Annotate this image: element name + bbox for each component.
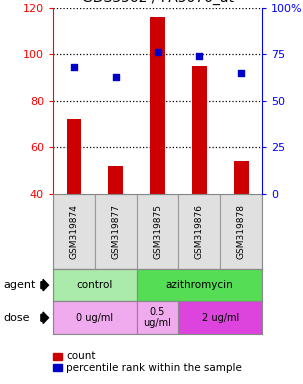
Bar xyxy=(53,269,137,301)
Bar xyxy=(150,17,165,194)
Text: GSM319874: GSM319874 xyxy=(69,204,78,259)
Bar xyxy=(178,301,262,334)
Point xyxy=(113,73,118,79)
Text: count: count xyxy=(66,351,95,361)
Bar xyxy=(137,301,178,334)
Bar xyxy=(178,194,220,269)
Bar xyxy=(220,194,262,269)
Text: GSM319876: GSM319876 xyxy=(195,204,204,259)
Bar xyxy=(192,66,207,194)
Text: GSM319877: GSM319877 xyxy=(111,204,120,259)
Point xyxy=(72,64,76,70)
Text: control: control xyxy=(77,280,113,290)
Text: dose: dose xyxy=(3,313,29,323)
Title: GDS3562 / PA5076_at: GDS3562 / PA5076_at xyxy=(82,0,234,5)
Point xyxy=(239,70,244,76)
Text: agent: agent xyxy=(3,280,35,290)
Bar xyxy=(108,166,123,194)
Text: 2 ug/ml: 2 ug/ml xyxy=(202,313,239,323)
Text: 0.5
ug/ml: 0.5 ug/ml xyxy=(144,307,171,328)
Bar xyxy=(95,194,137,269)
Bar xyxy=(234,161,248,194)
Text: percentile rank within the sample: percentile rank within the sample xyxy=(66,363,242,373)
Point xyxy=(197,53,202,59)
Bar xyxy=(137,194,178,269)
Bar xyxy=(137,269,262,301)
Text: GSM319878: GSM319878 xyxy=(237,204,246,259)
Point xyxy=(155,49,160,55)
Bar xyxy=(67,119,81,194)
Bar xyxy=(53,194,95,269)
Text: GSM319875: GSM319875 xyxy=(153,204,162,259)
Text: 0 ug/ml: 0 ug/ml xyxy=(76,313,113,323)
Text: azithromycin: azithromycin xyxy=(165,280,233,290)
Bar xyxy=(53,301,137,334)
